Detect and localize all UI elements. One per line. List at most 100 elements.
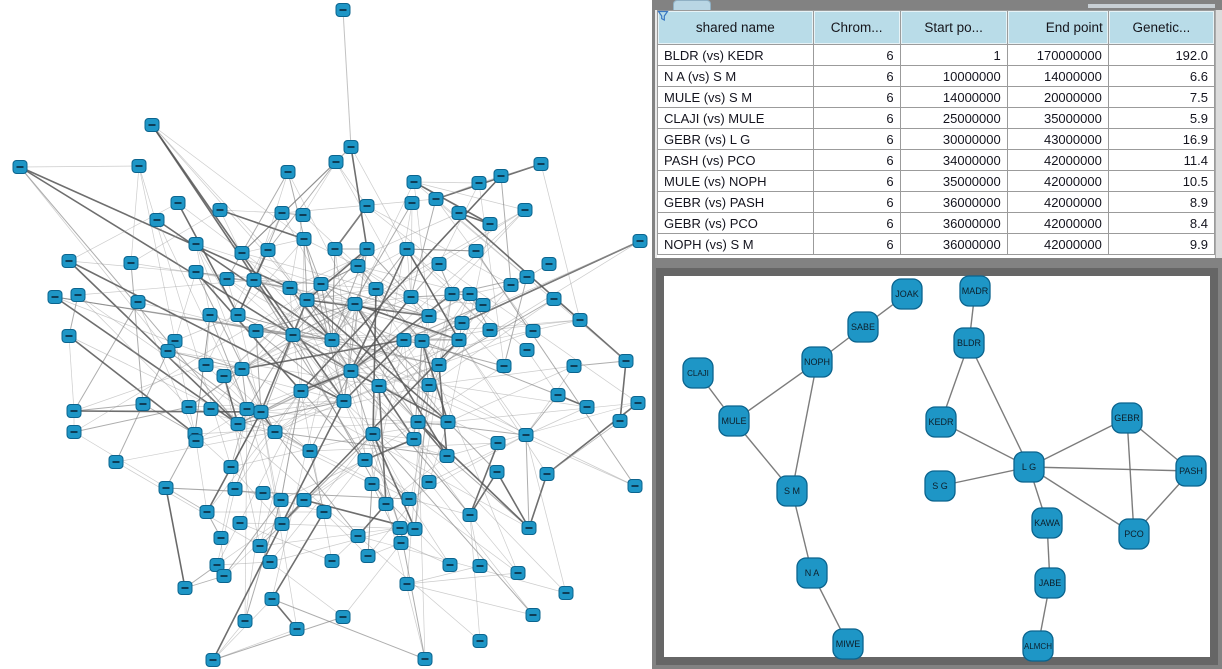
table-row[interactable]: BLDR (vs) KEDR 6 1 170000000 192.0 <box>657 44 1216 66</box>
table-cell[interactable]: 6 <box>812 212 901 234</box>
network-edge[interactable] <box>167 350 380 387</box>
table-row[interactable]: GEBR (vs) PCO 6 36000000 42000000 8.4 <box>657 212 1216 234</box>
network-edge[interactable] <box>274 431 359 537</box>
network-edge[interactable] <box>357 265 405 341</box>
table-cell[interactable]: 6.6 <box>1107 65 1216 87</box>
network-edge[interactable] <box>280 390 302 501</box>
table-cell[interactable]: 9.9 <box>1107 233 1216 255</box>
network-edge[interactable] <box>237 238 305 316</box>
table-cell[interactable]: 42000000 <box>1006 233 1109 255</box>
network-edge[interactable] <box>68 202 179 262</box>
cell-shared-name[interactable]: MULE (vs) NOPH <box>657 170 814 192</box>
network-edge[interactable] <box>435 163 542 200</box>
network-edge[interactable] <box>115 461 261 547</box>
network-edge[interactable] <box>138 165 190 408</box>
table-row[interactable]: N A (vs) S M 6 10000000 14000000 6.6 <box>657 65 1216 87</box>
network-edge[interactable] <box>350 339 405 372</box>
network-edge[interactable] <box>372 288 377 435</box>
network-edge[interactable] <box>130 209 221 264</box>
network-edge[interactable] <box>241 296 412 370</box>
network-edge[interactable] <box>289 287 527 436</box>
network-edge[interactable] <box>142 403 196 435</box>
table-row[interactable]: PASH (vs) PCO 6 34000000 42000000 11.4 <box>657 149 1216 171</box>
column-header-startpo[interactable]: Start po... <box>899 10 1008 45</box>
table-cell[interactable]: 6 <box>812 149 901 171</box>
network-edge[interactable] <box>241 339 405 370</box>
table-cell[interactable]: 14000000 <box>1006 65 1109 87</box>
network-edge[interactable] <box>167 350 248 410</box>
network-edge[interactable] <box>372 433 534 616</box>
network-edge[interactable] <box>302 161 337 216</box>
network-edge[interactable] <box>350 370 449 423</box>
network-edge[interactable] <box>540 163 581 321</box>
network-edge[interactable] <box>410 296 484 306</box>
cell-shared-name[interactable]: GEBR (vs) PASH <box>657 191 814 213</box>
network-edge[interactable] <box>177 202 291 289</box>
column-header-sharedname[interactable]: shared name <box>657 10 814 45</box>
network-edge[interactable] <box>73 364 207 412</box>
network-edge[interactable] <box>435 198 534 332</box>
table-cell[interactable]: 35000000 <box>899 170 1008 192</box>
network-edge[interactable] <box>292 334 636 487</box>
network-edge[interactable] <box>357 535 481 642</box>
network-edge[interactable] <box>259 527 401 547</box>
network-edge[interactable] <box>410 198 437 298</box>
network-edge[interactable] <box>303 238 322 285</box>
column-header-endpoint[interactable]: End point <box>1006 10 1109 45</box>
network-edge[interactable] <box>335 161 412 298</box>
network-edge[interactable] <box>525 406 588 436</box>
table-scrollbar[interactable] <box>1215 10 1222 258</box>
network-edge[interactable] <box>255 330 262 413</box>
network-edge[interactable] <box>223 499 305 577</box>
network-edge[interactable] <box>403 339 430 386</box>
table-cell[interactable]: 43000000 <box>1006 128 1109 150</box>
network-edge[interactable] <box>209 314 248 410</box>
network-edge[interactable] <box>331 339 636 487</box>
network-edge[interactable] <box>130 165 140 264</box>
network-edge[interactable] <box>496 471 530 529</box>
network-edge[interactable] <box>428 481 534 616</box>
network-edge[interactable] <box>73 283 322 433</box>
network-edge[interactable] <box>77 294 190 408</box>
cell-shared-name[interactable]: N A (vs) S M <box>657 65 814 87</box>
network-edge[interactable] <box>354 303 448 457</box>
network-edge[interactable] <box>573 360 627 367</box>
network-edge[interactable] <box>410 293 471 298</box>
network-edge[interactable] <box>237 314 333 341</box>
table-cell[interactable]: 6 <box>812 233 901 255</box>
network-edge[interactable] <box>372 385 380 435</box>
network-edge[interactable] <box>206 390 302 513</box>
network-edge[interactable] <box>475 250 636 487</box>
network-edge[interactable] <box>458 212 627 362</box>
cell-shared-name[interactable]: GEBR (vs) PCO <box>657 212 814 234</box>
cell-shared-name[interactable]: BLDR (vs) KEDR <box>657 44 814 66</box>
network-edge[interactable] <box>364 438 415 461</box>
network-edge[interactable] <box>331 339 440 366</box>
table-row[interactable]: MULE (vs) S M 6 14000000 20000000 7.5 <box>657 86 1216 108</box>
table-cell[interactable]: 30000000 <box>899 128 1008 150</box>
table-row[interactable]: GEBR (vs) PASH 6 36000000 42000000 8.9 <box>657 191 1216 213</box>
network-edge[interactable] <box>253 279 366 461</box>
network-edge[interactable] <box>323 511 369 557</box>
network-edge[interactable] <box>302 214 359 267</box>
network-edge[interactable] <box>342 9 352 148</box>
network-edge[interactable] <box>378 330 534 387</box>
column-header-genetic[interactable]: Genetic... <box>1107 10 1216 45</box>
table-cell[interactable]: 36000000 <box>899 191 1008 213</box>
network-edge[interactable] <box>417 421 426 660</box>
network-edge[interactable] <box>413 181 627 362</box>
network-edge[interactable] <box>350 296 412 372</box>
network-edge[interactable] <box>357 265 423 342</box>
network-edge[interactable] <box>526 349 559 396</box>
network-edge[interactable] <box>331 319 581 341</box>
network-edge[interactable] <box>525 434 530 529</box>
table-row[interactable]: CLAJI (vs) MULE 6 25000000 35000000 5.9 <box>657 107 1216 129</box>
network-edge[interactable] <box>417 421 530 529</box>
network-edge[interactable] <box>212 628 298 661</box>
network-edge[interactable] <box>413 181 491 225</box>
network-edge[interactable] <box>331 202 413 341</box>
network-edge[interactable] <box>289 287 294 336</box>
panel-tab-fragment[interactable] <box>673 0 711 10</box>
network-edge[interactable] <box>306 248 368 301</box>
network-edge[interactable] <box>267 249 308 301</box>
